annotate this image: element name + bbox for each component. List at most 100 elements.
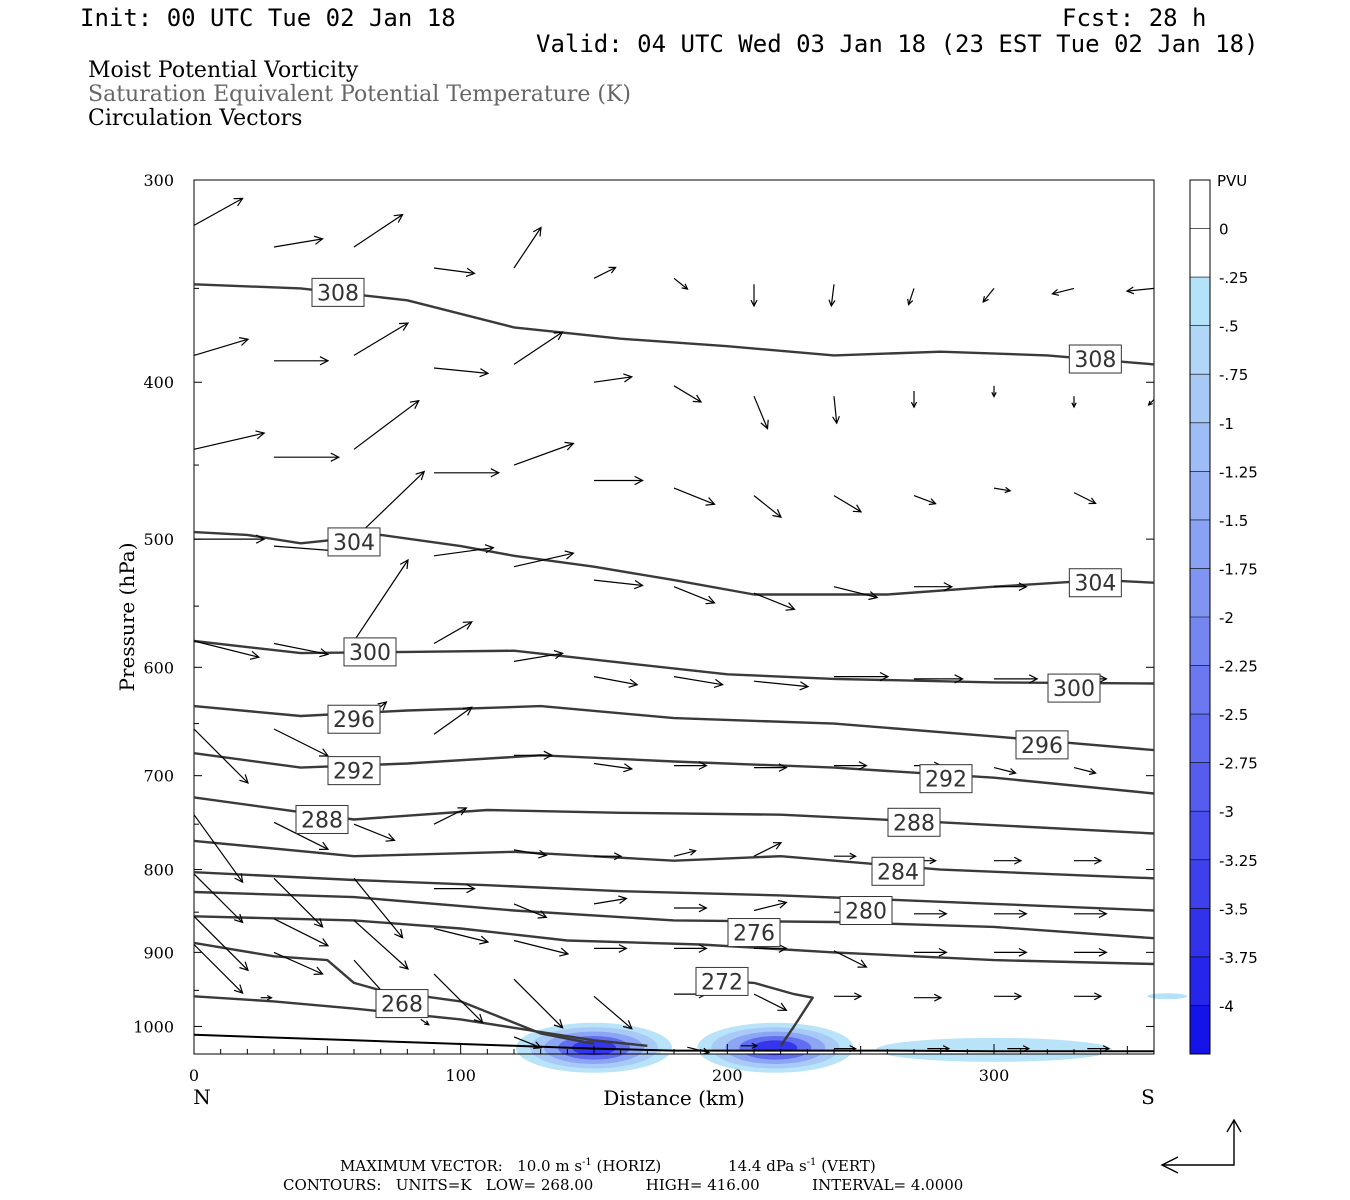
contour-label-11: 288 — [893, 811, 935, 836]
vector-head-75 — [318, 841, 330, 850]
colorbar-unit: PVU — [1217, 172, 1247, 190]
vector-head-119 — [934, 993, 943, 1002]
vector-head-52 — [399, 558, 409, 570]
vector-91 — [593, 897, 627, 905]
vector-head-35 — [928, 498, 937, 506]
colorbar-label-0: 0 — [1219, 221, 1229, 239]
vector-head-79 — [614, 852, 623, 861]
vector-12 — [1126, 287, 1155, 292]
vector-head-38 — [255, 534, 266, 544]
vector-87 — [273, 877, 324, 928]
vector-13 — [193, 338, 249, 356]
vector-head-24 — [1071, 402, 1077, 409]
vector-62 — [193, 728, 249, 784]
vector-head-124 — [533, 1041, 543, 1049]
vector-head-90 — [537, 910, 548, 919]
vector-head-14 — [319, 356, 330, 366]
vector-21 — [833, 396, 838, 424]
vector-head-74 — [234, 873, 244, 884]
contour-label-10: 288 — [301, 808, 343, 833]
vector-head-29 — [490, 468, 501, 478]
contour-label-box-13 — [839, 896, 893, 926]
vector-head-9 — [907, 298, 914, 306]
vector-head-19 — [692, 394, 703, 403]
vector-35 — [913, 495, 936, 505]
vector-18 — [593, 376, 632, 383]
vector-head-100 — [399, 960, 409, 970]
vector-113 — [433, 973, 484, 1023]
vector-head-48 — [1018, 582, 1028, 592]
vector-86 — [193, 873, 244, 923]
max-horiz-unit: (HORIZ) — [596, 1157, 662, 1175]
contours-low: LOW= 268.00 — [485, 1176, 594, 1194]
vector-head-46 — [868, 591, 879, 601]
contour-label-7: 296 — [1021, 734, 1063, 759]
vector-head-50 — [249, 650, 261, 660]
vector-52 — [353, 559, 409, 642]
colorbar-swatch-5 — [1190, 422, 1210, 472]
vector-head-45 — [785, 602, 796, 611]
vector-head-101 — [479, 935, 490, 945]
vector-head-55 — [628, 678, 639, 688]
vector-head-98 — [239, 961, 249, 972]
contour-label-1: 308 — [1074, 348, 1116, 373]
vector-head-82 — [849, 852, 857, 860]
vector-head-97 — [1098, 909, 1108, 919]
vector-head-27 — [330, 452, 341, 462]
vector-head-103 — [618, 944, 628, 953]
y-tick-label-0: 300 — [143, 171, 174, 190]
vector-head-33 — [772, 508, 783, 519]
vector-head-12 — [1125, 286, 1135, 295]
vector-50 — [193, 640, 259, 658]
contour-label-box-10 — [295, 804, 349, 834]
vector-74 — [193, 814, 244, 883]
vector-head-20 — [760, 419, 769, 430]
x-tick-label-1: 100 — [445, 1066, 476, 1085]
vector-head-91 — [618, 895, 628, 904]
y-tick-label-5: 800 — [143, 861, 174, 880]
contour-label-box-3 — [1068, 568, 1122, 598]
contours-interval: INTERVAL= 4.0000 — [812, 1176, 964, 1194]
vector-101 — [433, 927, 489, 943]
vector-44 — [673, 586, 715, 604]
colorbar-swatch-4 — [1190, 374, 1210, 424]
vector-head-128 — [942, 1045, 951, 1053]
vector-2 — [353, 214, 403, 248]
vector-head-37 — [1088, 497, 1097, 505]
vector-head-30 — [564, 441, 575, 451]
vector-head-0 — [233, 197, 244, 207]
colorbar-swatch-8 — [1190, 568, 1210, 618]
vector-head-44 — [705, 595, 716, 605]
vector-head-77 — [457, 807, 468, 816]
vector-head-123 — [424, 1020, 430, 1026]
vector-head-54 — [553, 650, 564, 660]
colorbar-swatch-11 — [1190, 714, 1210, 764]
vector-55 — [593, 676, 638, 686]
vector-72 — [993, 767, 1016, 774]
valid-time: Valid: 04 UTC Wed 03 Jan 18 (23 EST Tue … — [536, 30, 1259, 58]
vector-head-51 — [319, 648, 330, 658]
vector-head-63 — [319, 748, 330, 757]
vector-head-21 — [832, 415, 840, 425]
vector-head-72 — [1008, 768, 1017, 776]
colorbar-label-6: -1.5 — [1219, 512, 1248, 530]
vector-110 — [193, 944, 244, 994]
forecast-hour: Fcst: 28 h — [1062, 4, 1207, 32]
vector-head-110 — [233, 984, 244, 995]
colorbar-label-11: -2.75 — [1219, 755, 1258, 773]
vector-123 — [420, 1018, 430, 1026]
y-tick-label-7: 1000 — [133, 1017, 174, 1036]
theta-e-contour-12 — [193, 995, 648, 1047]
max-vector-label: MAXIMUM VECTOR: — [340, 1157, 503, 1175]
vector-head-62 — [239, 774, 249, 784]
theta-e-contour-8 — [193, 890, 1155, 940]
vector-head-114 — [553, 1019, 564, 1029]
vector-114 — [513, 978, 564, 1029]
colorbar-label-3: -.75 — [1219, 366, 1248, 384]
vector-81 — [753, 842, 782, 857]
contour-label-box-0 — [311, 277, 365, 307]
vector-head-67 — [623, 763, 634, 773]
contour-label-box-8 — [327, 756, 381, 786]
reference-vector-head-v — [1226, 1118, 1242, 1133]
